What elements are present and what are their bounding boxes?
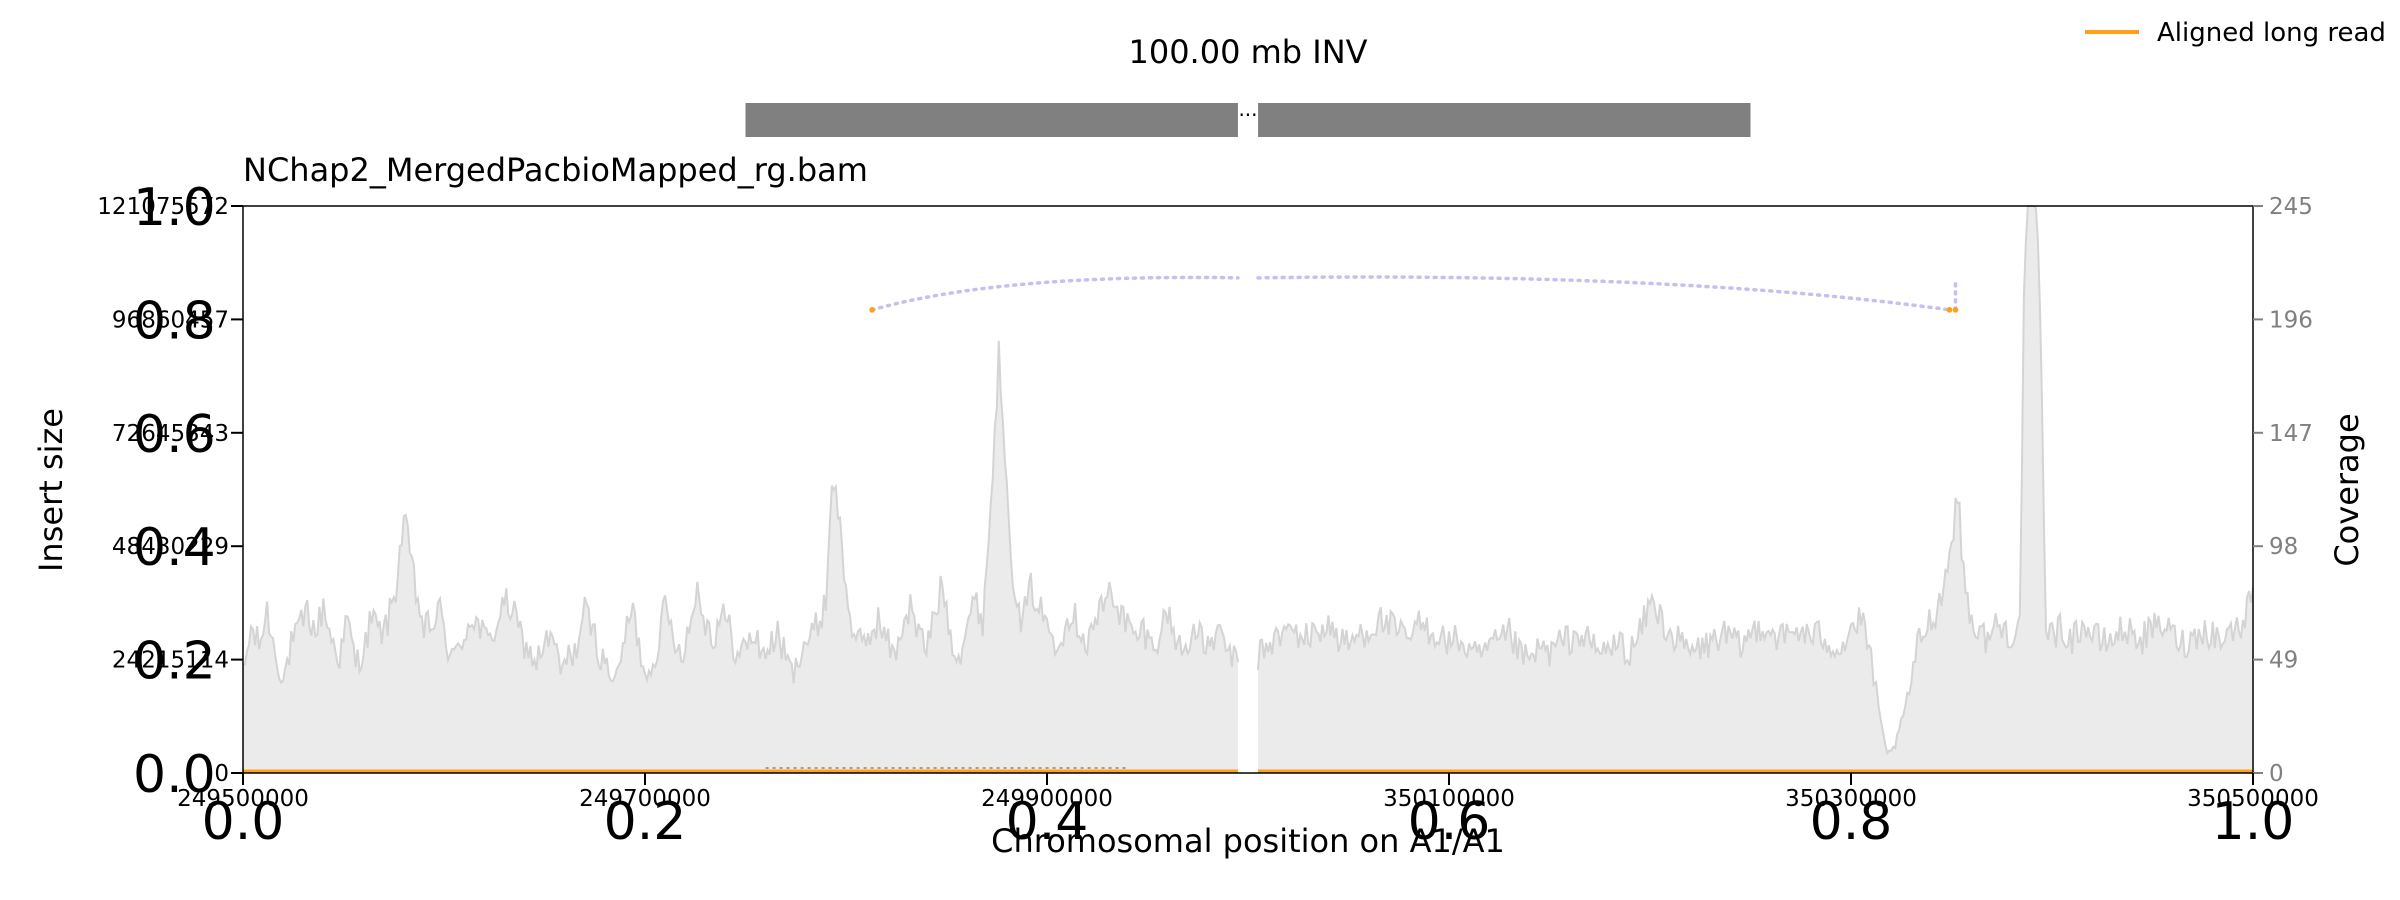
plot-frame	[242, 205, 2254, 774]
coverage-line-1	[1257, 205, 2254, 756]
x-frac-tick-label-2: 0.4	[1006, 792, 1089, 852]
y2-tick-label-0: 0	[2269, 761, 2284, 787]
x-tick-label-2: 249900000	[981, 786, 1113, 812]
coverage-area-0	[243, 340, 1238, 773]
aligned-reads	[243, 767, 2253, 773]
legend-label-aligned-read: Aligned long read	[2157, 18, 2386, 48]
split-read-links	[869, 275, 1959, 313]
y2-tick-label-1: 49	[2269, 648, 2298, 674]
coverage-track	[242, 205, 2254, 773]
chart-title: 100.00 mb INV	[1128, 33, 1367, 71]
x-frac-tick-label-3: 0.6	[1408, 792, 1491, 852]
coverage-area-1	[1258, 206, 2253, 773]
split-read-end-extra	[1952, 307, 1959, 313]
sv-segment-0	[745, 103, 1238, 137]
split-read-end-1	[1946, 307, 1953, 313]
x-tick-label-4: 350300000	[1785, 786, 1917, 812]
y-tick-label-2: 48430229	[112, 534, 229, 560]
y-tick-label-4: 96860457	[112, 307, 229, 333]
sv-break-ellipsis: ···	[1238, 103, 1257, 127]
x-frac-tick-label-0: 0.0	[202, 792, 285, 852]
y-tick-label-1: 24215114	[112, 648, 229, 674]
y2-axis-label: Coverage	[2328, 413, 2366, 566]
sv-segments	[745, 103, 1751, 137]
y-frac-tick-label-5: 1.0	[133, 178, 216, 238]
sv-segment-1	[1258, 103, 1751, 137]
y-tick-label-0: 0	[214, 761, 229, 787]
y2-axis: 0 49 98 147 196 245	[2253, 194, 2313, 787]
x-tick-label-1: 249700000	[579, 786, 711, 812]
y2-tick-label-2: 98	[2269, 534, 2298, 560]
x-tick-label-0: 249500000	[177, 786, 309, 812]
split-read-link-1	[1256, 275, 1952, 312]
y-tick-label-3: 72645343	[112, 421, 229, 447]
coverage-line-0	[242, 340, 1239, 685]
y-tick-label-5: 121075572	[97, 194, 229, 220]
legend: Aligned long read	[2085, 18, 2386, 48]
x-tick-label-5: 350500000	[2187, 786, 2319, 812]
split-read-end-0	[869, 307, 875, 313]
x-axis-label: Chromosomal position on A1/A1	[991, 822, 1505, 860]
x-frac-tick-label-1: 0.2	[604, 792, 687, 852]
y-frac-tick-label-2: 0.4	[133, 518, 216, 578]
x-frac-tick-label-4: 0.8	[1810, 792, 1893, 852]
chart-subtitle: NChap2_MergedPacbioMapped_rg.bam	[243, 151, 868, 189]
y2-tick-label-3: 147	[2269, 421, 2313, 447]
y-frac-tick-label-4: 0.8	[133, 291, 216, 351]
y-axis-label: Insert size	[32, 408, 70, 572]
y-frac-tick-label-1: 0.2	[133, 632, 216, 692]
split-read-link-0	[870, 275, 1240, 312]
y-frac-tick-label-0: 0.0	[133, 745, 216, 805]
y-frac-tick-label-3: 0.6	[133, 405, 216, 465]
y2-tick-label-4: 196	[2269, 307, 2313, 333]
x-tick-label-3: 350100000	[1383, 786, 1515, 812]
y2-tick-label-5: 245	[2269, 194, 2313, 220]
x-frac-tick-label-5: 1.0	[2212, 792, 2295, 852]
